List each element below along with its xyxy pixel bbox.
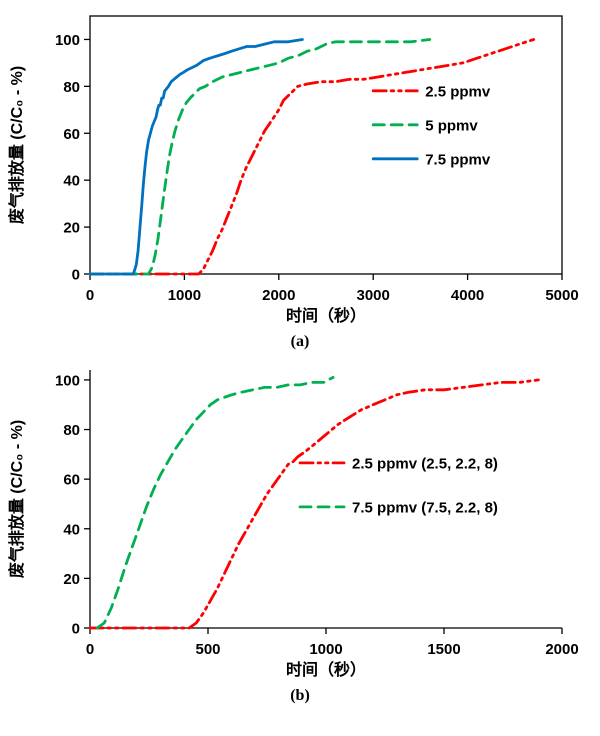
- plot-frame: [89, 15, 563, 275]
- series-line: [88, 38, 536, 276]
- x-tick-label: 1000: [309, 641, 342, 658]
- x-axis-title: 时间（秒）: [286, 660, 366, 679]
- x-tick-label: 0: [86, 641, 94, 658]
- x-tick-label: 2000: [262, 287, 295, 304]
- y-tick-label: 40: [63, 173, 80, 190]
- chart-b-canvas: 0 500 1000 1500 2000 0 20 40 60 80 100 时间（秒） 废气排放量 (…: [7, 369, 579, 679]
- y-tick-label: 80: [63, 422, 80, 439]
- y-axis-title: 废气排放量 (C/C₀ - %): [7, 66, 26, 224]
- chart-b-caption: (b): [290, 686, 310, 704]
- chart-a-caption: (a): [290, 333, 310, 350]
- legend-label: 2.5 ppmv (2.5, 2.2, 8): [352, 455, 498, 472]
- y-tick-label: 80: [63, 79, 80, 96]
- y-tick-label: 100: [55, 372, 80, 389]
- series-line: [88, 378, 540, 629]
- legend-label: 5 ppmv: [425, 117, 478, 134]
- x-tick-label: 1000: [168, 287, 201, 304]
- series-line: [88, 38, 304, 276]
- series-line: [88, 38, 432, 276]
- legend-label: 7.5 ppmv (7.5, 2.2, 8): [352, 499, 498, 516]
- y-tick-label: 100: [55, 32, 80, 49]
- chart-b: 0 500 1000 1500 2000 0 20 40 60 80 100 时间（秒） 废气排放量 (…: [0, 356, 600, 710]
- chart-a-canvas: 0 1000 2000 3000 4000 5000 0 20 40 60 80 100 时间（秒） 废气…: [7, 15, 579, 325]
- series-line: [95, 375, 335, 629]
- x-tick-label: 4000: [451, 287, 484, 304]
- y-tick-label: 0: [72, 267, 80, 284]
- y-axis-title: 废气排放量 (C/C₀ - %): [7, 419, 26, 577]
- y-tick-label: 60: [63, 126, 80, 143]
- legend-label: 2.5 ppmv: [425, 83, 491, 100]
- x-tick-label: 1500: [427, 641, 460, 658]
- y-tick-label: 20: [63, 570, 80, 587]
- x-tick-label: 3000: [357, 287, 390, 304]
- x-tick-label: 0: [86, 287, 94, 304]
- y-tick-label: 60: [63, 471, 80, 488]
- x-tick-label: 2000: [545, 641, 578, 658]
- y-tick-label: 0: [72, 620, 80, 637]
- x-tick-label: 500: [195, 641, 220, 658]
- chart-a: 0 1000 2000 3000 4000 5000 0 20 40 60 80 100 时间（秒） 废气…: [0, 2, 600, 356]
- x-axis-title: 时间（秒）: [286, 306, 366, 325]
- y-tick-label: 20: [63, 220, 80, 237]
- legend-label: 7.5 ppmv: [425, 151, 491, 168]
- x-tick-label: 5000: [545, 287, 578, 304]
- y-tick-label: 40: [63, 521, 80, 538]
